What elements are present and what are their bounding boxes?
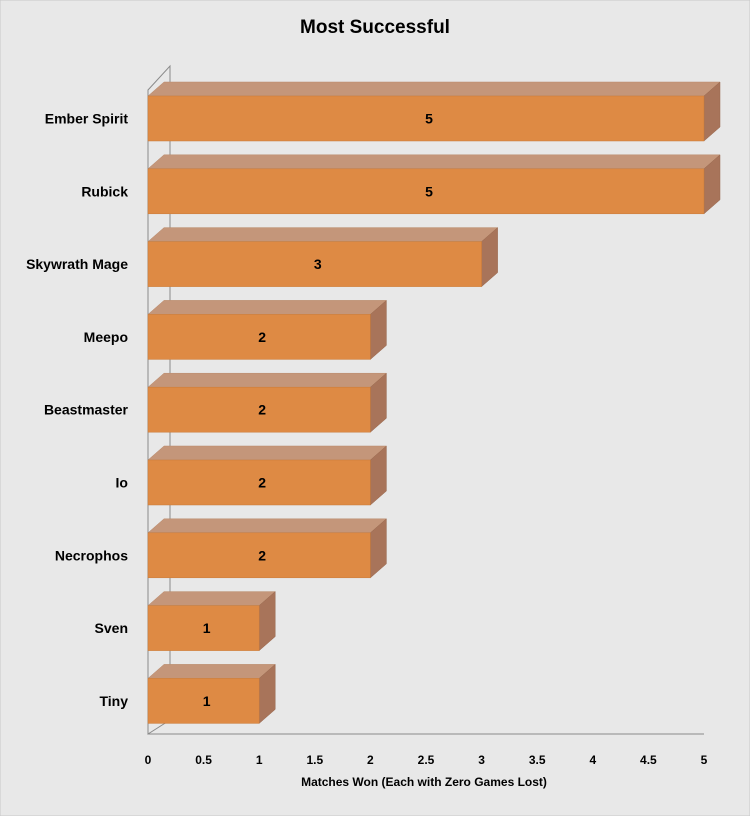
bar-front-face [147, 532, 371, 579]
data-label: 5 [425, 111, 433, 127]
x-tick-label: 2 [367, 753, 374, 767]
bar-front-face [147, 314, 371, 360]
bars-group: 5 5 3 2 2 2 2 1 1 [147, 81, 721, 724]
bar-front-face [147, 386, 371, 433]
x-tick-label: 2.5 [418, 753, 435, 767]
data-label: 1 [203, 693, 211, 709]
category-label: Sven [95, 620, 128, 636]
bar-top-face [147, 81, 721, 97]
bar-4: 2 [147, 372, 388, 433]
x-tick-label: 4.5 [640, 753, 657, 767]
bar-2: 3 [147, 227, 499, 288]
data-label: 3 [314, 256, 322, 272]
chart-title: Most Successful [300, 17, 450, 38]
data-label: 1 [203, 620, 211, 636]
data-label: 2 [258, 402, 266, 418]
x-tick-label: 5 [701, 753, 708, 767]
x-tick-label: 1.5 [306, 753, 323, 767]
category-label: Beastmaster [44, 402, 129, 418]
bar-0: 5 [147, 81, 721, 142]
bar-3: 2 [147, 299, 388, 360]
bar-top-face [147, 518, 388, 534]
bar-top-face [147, 372, 388, 388]
bar-top-face [147, 300, 388, 315]
x-tick-label: 3.5 [529, 753, 546, 767]
category-label: Meepo [84, 329, 128, 345]
x-tick-label: 3 [478, 753, 485, 767]
bar-front-face [147, 241, 482, 287]
bar-5: 2 [147, 445, 388, 506]
bar-top-face [147, 445, 388, 461]
data-label: 2 [258, 329, 266, 345]
data-label: 5 [425, 183, 433, 199]
category-label: Necrophos [55, 547, 128, 563]
data-label: 2 [258, 475, 266, 491]
bar-top-face [147, 227, 499, 242]
bar-front-face [147, 168, 705, 215]
bar-top-face [147, 664, 276, 679]
bar-top-face [147, 591, 276, 606]
bar-1: 5 [147, 154, 721, 215]
category-label: Ember Spirit [45, 111, 129, 127]
x-tick-label: 4 [589, 753, 596, 767]
bar-6: 2 [147, 518, 388, 579]
x-tick-label: 1 [256, 753, 263, 767]
data-label: 2 [258, 547, 266, 563]
category-label: Rubick [81, 183, 128, 199]
x-tick-label: 0.5 [195, 753, 212, 767]
category-labels: Ember Spirit Rubick Skywrath Mage Meepo Beas… [26, 111, 128, 709]
x-tick-label: 0 [145, 753, 152, 767]
bar-front-face [147, 605, 260, 651]
bar-7: 1 [147, 591, 276, 652]
x-axis-title: Matches Won (Each with Zero Games Lost) [301, 775, 547, 789]
category-label: Io [116, 475, 128, 491]
bar-8: 1 [147, 663, 276, 724]
category-label: Tiny [99, 693, 128, 709]
bar-top-face [147, 154, 721, 170]
x-tick-labels: 0 0.5 1 1.5 2 2.5 3 3.5 4 4.5 5 [145, 753, 708, 767]
bar-front-face [147, 459, 371, 506]
bar-front-face [147, 95, 705, 142]
category-label: Skywrath Mage [26, 256, 128, 272]
bar-front-face [147, 678, 260, 724]
